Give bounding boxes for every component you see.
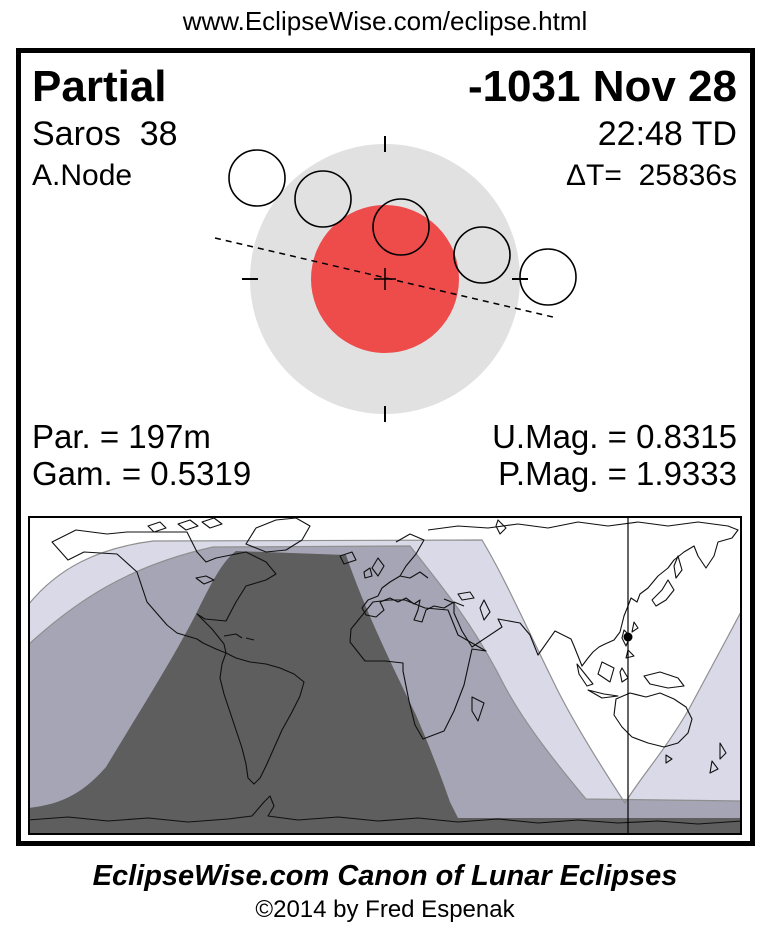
moon-position-P1 <box>228 149 286 207</box>
copyright-text: ©2014 by Fred Espenak <box>255 896 515 923</box>
moon-position-U1 <box>294 170 352 228</box>
coastline-outline <box>245 637 255 641</box>
coastline-outline <box>631 621 639 633</box>
saros-label: Saros 38 <box>32 115 178 153</box>
coastline-outline <box>349 599 487 740</box>
coastline-outline <box>625 649 635 659</box>
eclipse-geometry-diagram <box>214 136 577 422</box>
coastline-outline <box>643 671 685 689</box>
site-url-text: www.EclipseWise.com/eclipse.html <box>182 6 588 36</box>
coastline-outline <box>245 517 311 553</box>
coastline-outline <box>479 599 491 621</box>
coastline-outline <box>177 519 199 531</box>
map-border <box>28 516 742 835</box>
delta-t-label: ΔT= 25836s <box>566 159 737 192</box>
coastline-outline <box>576 663 594 687</box>
eclipse-type-label: Partial <box>32 62 167 111</box>
sub-moon-point-dot <box>623 632 633 642</box>
coastline-outline <box>471 696 485 722</box>
coastline-outline <box>395 533 429 579</box>
coastline-outline <box>51 529 277 654</box>
coastline-outline <box>709 760 719 774</box>
coastline-outline <box>651 579 675 607</box>
ecliptic-dashed-line <box>214 237 558 319</box>
zone-boundary-curve <box>28 545 742 802</box>
coastline-outline <box>201 517 223 529</box>
coastline-outline <box>147 521 167 533</box>
gamma-value: Gam. = 0.5319 <box>32 455 252 492</box>
penumbral-magnitude-value: P.Mag. = 1.9333 <box>498 455 737 492</box>
coastline-outline <box>427 521 739 667</box>
moon-position-P4 <box>519 248 577 306</box>
main-frame: Partial -1031 Nov 28 Saros 38 22:48 TD A… <box>16 48 755 846</box>
umbral-magnitude-value: U.Mag. = 0.8315 <box>492 418 737 455</box>
zone-boundary-curve <box>28 539 742 805</box>
coastline-outline <box>363 567 373 579</box>
coastline-outline <box>673 555 683 579</box>
footer-title: EclipseWise.com Canon of Lunar Eclipses <box>92 860 678 892</box>
node-label: A.Node <box>32 159 133 192</box>
coastline-outline <box>587 689 619 699</box>
coastline-outline <box>219 652 305 785</box>
coastline-outline <box>613 692 693 748</box>
eclipse-time-label: 22:48 TD <box>597 115 737 153</box>
penumbral-duration-value: Par. = 197m <box>32 418 211 455</box>
coastline-outline <box>619 667 629 683</box>
coastline-outline <box>495 519 507 535</box>
zone-entire-eclipse-visible <box>28 551 742 834</box>
coastline-outline <box>719 742 727 760</box>
eclipse-date-label: -1031 Nov 28 <box>467 62 737 111</box>
coastline-outline <box>28 795 742 825</box>
coastline-outline <box>597 661 615 683</box>
coastline-outline <box>339 551 357 565</box>
coastline-outline <box>195 575 215 585</box>
coastline-outline <box>371 557 385 577</box>
coastline-outline <box>223 633 243 639</box>
visibility-map <box>28 516 742 835</box>
coastline-outline <box>457 591 475 601</box>
coastline-outline <box>665 754 673 764</box>
moon-position-U4 <box>453 226 511 284</box>
moon-position-greatest <box>372 198 430 256</box>
